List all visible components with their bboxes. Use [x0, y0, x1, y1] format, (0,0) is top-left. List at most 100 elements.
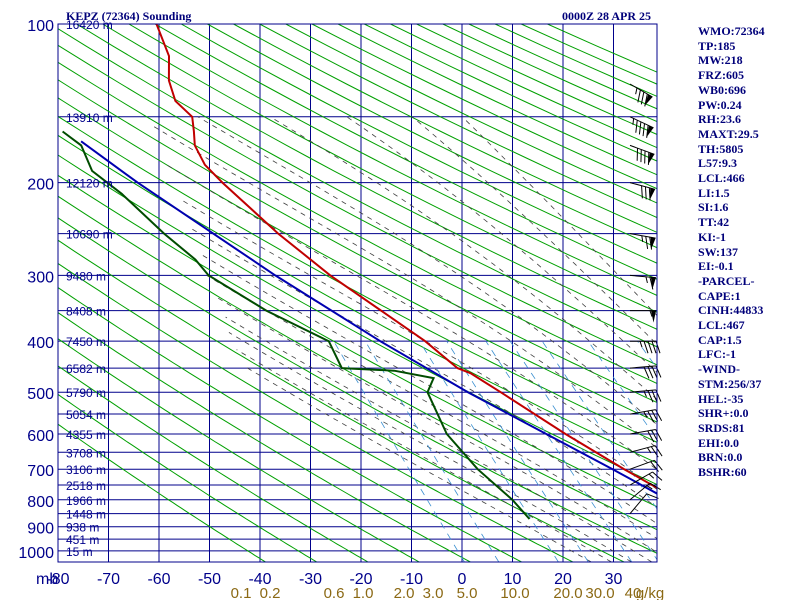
dry-adiabat-line	[0, 24, 800, 562]
mixing-ratio-label: 10.0	[500, 585, 529, 600]
stat-line: L57:9.3	[698, 156, 800, 171]
wind-barb-flag	[633, 148, 641, 161]
stat-line: TH:5805	[698, 142, 800, 157]
stat-line: EHI:0.0	[698, 436, 800, 451]
stat-line: BSHR:60	[698, 465, 800, 480]
height-label: 8408 m	[66, 305, 106, 319]
dry-adiabat-line	[0, 24, 778, 562]
dry-adiabat-line	[0, 24, 266, 562]
mixing-ratio-label: 2.0	[394, 585, 415, 600]
height-label: 1966 m	[66, 494, 106, 508]
height-label: 3708 m	[66, 446, 106, 460]
stat-line: SI:1.6	[698, 200, 800, 215]
stat-line: MW:218	[698, 53, 800, 68]
height-label: 15 m	[66, 545, 93, 559]
mixing-ratio-label: 20.0	[553, 585, 582, 600]
mixing-ratio-label: 30.0	[585, 585, 614, 600]
pressure-tick-label: 600	[27, 428, 54, 445]
wind-barb-flag	[655, 445, 662, 458]
height-label: 5054 m	[66, 408, 106, 422]
mixing-ratio-label: 0.2	[260, 585, 281, 600]
moist-adiabat-line	[237, 350, 612, 562]
mixing-ratio-label: 1.0	[353, 585, 374, 600]
stat-line: -WIND-	[698, 362, 800, 377]
pressure-tick-label: 800	[27, 494, 54, 511]
height-label: 12120 m	[66, 177, 113, 191]
pressure-unit-label: mb	[36, 571, 58, 588]
wind-barb-flag	[652, 341, 656, 353]
stat-line: FRZ:605	[698, 68, 800, 83]
stat-line: SRDS:81	[698, 421, 800, 436]
station-title: KEPZ (72364) Sounding	[66, 9, 191, 24]
stat-line: CINH:44833	[698, 303, 800, 318]
wind-barb-halfflag	[644, 391, 647, 397]
stat-line: PW:0.24	[698, 98, 800, 113]
mixing-ratio-line	[447, 341, 589, 562]
height-label: 7450 m	[66, 335, 106, 349]
stat-line: WMO:72364	[698, 24, 800, 39]
stat-line: HEL:-35	[698, 392, 800, 407]
wind-barb-halfflag	[640, 341, 642, 347]
height-label: 5790 m	[66, 386, 106, 400]
wind-barb-flag	[648, 341, 652, 353]
height-label: 13910 m	[66, 111, 113, 125]
dry-adiabats	[0, 24, 800, 562]
wind-barb	[624, 84, 653, 107]
pressure-tick-label: 200	[27, 177, 54, 194]
mixing-ratio-label: 0.6	[324, 585, 345, 600]
mixing-ratio-line	[365, 341, 499, 562]
height-label: 2518 m	[66, 479, 106, 493]
temperature-tick-label: -60	[147, 571, 170, 588]
stat-line: BRN:0.0	[698, 450, 800, 465]
moist-adiabat-line	[207, 275, 693, 562]
height-label: 3106 m	[66, 463, 106, 477]
height-label: 10690 m	[66, 228, 113, 242]
stat-line: CAP:1.5	[698, 333, 800, 348]
stat-line: LCL:467	[698, 318, 800, 333]
stat-line: LFC:-1	[698, 347, 800, 362]
dry-adiabat-line	[0, 24, 800, 562]
stat-line: STM:256/37	[698, 377, 800, 392]
dry-adiabat-line	[50, 24, 800, 562]
height-label: 4355 m	[66, 428, 106, 442]
temperature-trace	[157, 24, 715, 519]
wind-barb-halfflag	[645, 277, 648, 283]
wind-barb-flag	[638, 186, 645, 199]
mixing-ratio-line	[542, 341, 694, 562]
pressure-tick-label: 900	[27, 521, 54, 538]
moist-adiabat-line	[226, 317, 652, 562]
height-label: 9480 m	[66, 269, 106, 283]
grid-group	[0, 24, 800, 562]
pressure-tick-label: 1000	[18, 545, 54, 562]
dry-adiabat-line	[0, 24, 317, 562]
dry-adiabat-line	[103, 24, 800, 562]
temperature-tick-label: -30	[299, 571, 322, 588]
stat-line: TT:42	[698, 215, 800, 230]
stat-line: SHR+:0.0	[698, 406, 800, 421]
pressure-tick-label: 300	[27, 269, 54, 286]
dry-adiabat-line	[0, 24, 800, 562]
stat-line: CAPE:1	[698, 289, 800, 304]
stat-line: SW:137	[698, 245, 800, 260]
wind-barb-shaft	[630, 145, 654, 154]
dry-adiabat-line	[0, 24, 800, 562]
temperature-tick-label: -70	[97, 571, 120, 588]
mixing-ratio-label: 5.0	[457, 585, 478, 600]
mixing-ratio-label: 3.0	[423, 585, 444, 600]
stat-line: LCL:466	[698, 171, 800, 186]
stat-line: -PARCEL-	[698, 274, 800, 289]
stat-line: WB0:696	[698, 83, 800, 98]
time-title: 0000Z 28 APR 25	[562, 9, 651, 24]
height-label: 1448 m	[66, 508, 106, 522]
temperature-tick-label: -50	[198, 571, 221, 588]
wind-barb	[629, 275, 656, 289]
wind-barb-pennant	[642, 95, 652, 108]
mixing-ratio-label: g/kg	[636, 585, 664, 600]
stat-line: LI:1.5	[698, 186, 800, 201]
dry-adiabat-line	[0, 24, 800, 562]
dry-adiabat-line	[0, 24, 800, 562]
pressure-tick-label: 400	[27, 335, 54, 352]
